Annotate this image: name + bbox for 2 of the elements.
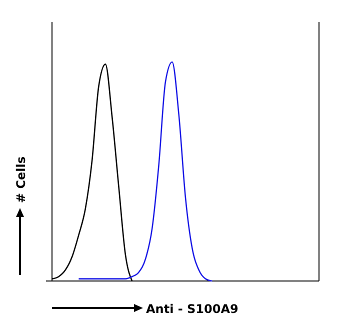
y-axis-title: # Cells [14, 156, 28, 203]
x-axis-title: Anti - S100A9 [146, 302, 238, 316]
